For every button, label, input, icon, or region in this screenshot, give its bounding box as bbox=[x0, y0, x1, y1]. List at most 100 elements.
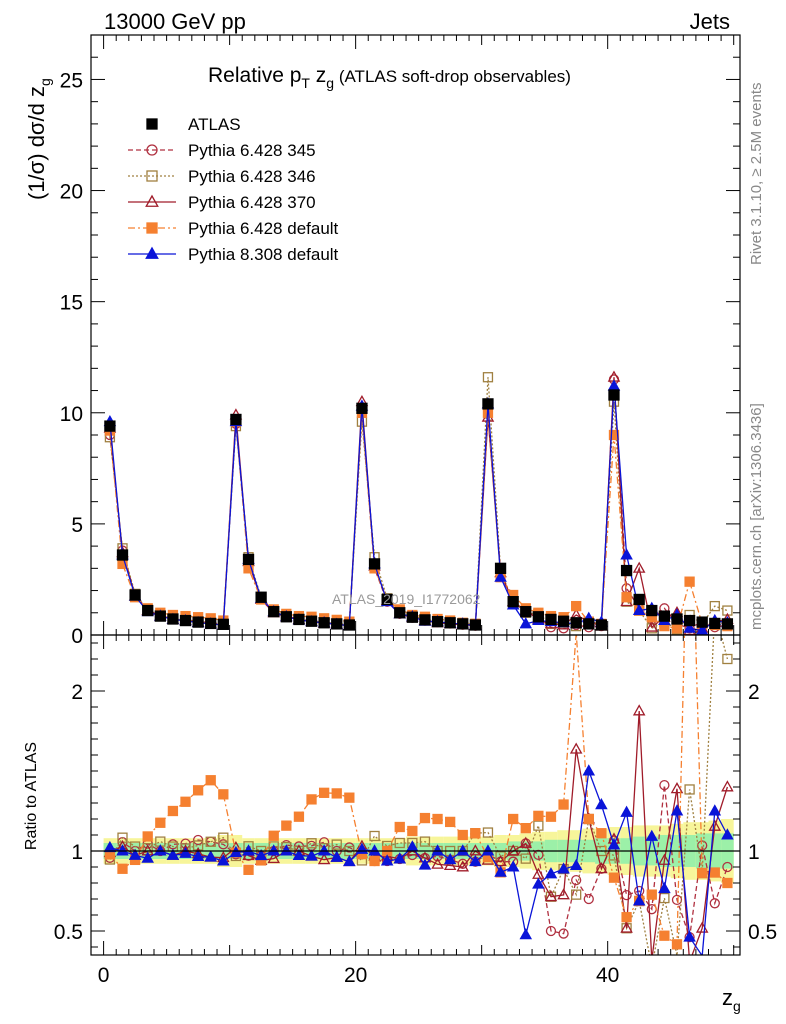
series-2-ratio-point bbox=[684, 784, 695, 795]
series-4-ratio-point bbox=[709, 867, 720, 878]
series-4-ratio-point bbox=[470, 828, 481, 839]
series-5-ratio-point bbox=[658, 881, 671, 894]
series-1-ratio-point bbox=[571, 874, 582, 886]
series-0-point bbox=[280, 611, 292, 623]
series-1-ratio-point bbox=[709, 898, 720, 909]
series-0-point bbox=[368, 558, 381, 570]
title-part-b: z bbox=[310, 64, 326, 87]
series-5-ratio-point bbox=[670, 804, 684, 816]
series-0-point bbox=[646, 604, 658, 617]
x-tick-label: 40 bbox=[596, 964, 619, 987]
series-0-point bbox=[457, 618, 469, 630]
axes-layer: 0 20 40 0 5 10 15 20 25 0.5 0.5 1 1 2 2 bbox=[54, 34, 777, 987]
legend-label-0: ATLAS bbox=[188, 115, 241, 134]
series-3-ratio-point bbox=[658, 853, 671, 865]
series-5-ratio-point bbox=[595, 798, 608, 810]
series-4-ratio-point bbox=[192, 785, 204, 796]
series-2-ratio-point bbox=[722, 653, 733, 665]
y-tick-label-ratio-right: 2 bbox=[748, 681, 760, 704]
series-0-point bbox=[419, 614, 431, 626]
series-0-point bbox=[620, 564, 633, 577]
series-0-point bbox=[255, 591, 267, 603]
series-1-ratio-point bbox=[659, 779, 670, 791]
series-2-ratio-point bbox=[495, 851, 506, 862]
series-0-point bbox=[142, 604, 154, 617]
series-5-ratio-point bbox=[141, 851, 154, 863]
series-4-ratio-point bbox=[508, 813, 519, 825]
series-0-point bbox=[721, 618, 734, 630]
series-4-ratio-point bbox=[180, 796, 191, 807]
series-5-ratio-point bbox=[683, 930, 696, 942]
series-0-point bbox=[431, 616, 444, 628]
series-3-ratio-point bbox=[431, 857, 444, 869]
series-0-point bbox=[482, 398, 494, 410]
series-3-ratio-point bbox=[456, 860, 470, 872]
y-axis-label-main: (1/σ) dσ/d zg bbox=[24, 78, 53, 200]
series-0-point bbox=[570, 617, 582, 629]
analysis-watermark: ATLAS_2019_I1772062 bbox=[332, 591, 481, 607]
series-1-ratio-point bbox=[545, 925, 557, 937]
legend-label-4: Pythia 6.428 default bbox=[188, 219, 339, 238]
series-0-point bbox=[331, 618, 343, 630]
series-4-ratio-point bbox=[318, 787, 330, 798]
series-3-ratio-point bbox=[519, 836, 533, 848]
series-5-ratio-point bbox=[343, 854, 356, 867]
series-5-ratio-point bbox=[582, 764, 596, 776]
series-0-point bbox=[167, 613, 179, 625]
series-4-ratio-point bbox=[520, 822, 531, 834]
series-0-point bbox=[305, 615, 318, 627]
series-5-ratio-point bbox=[532, 877, 545, 889]
series-5-ratio-point bbox=[317, 844, 331, 856]
series-4-ratio-point bbox=[621, 912, 632, 923]
series-4-ratio-point bbox=[419, 812, 431, 824]
series-0-point bbox=[205, 617, 217, 630]
series-0-point bbox=[683, 614, 696, 627]
series-3-ratio-point bbox=[494, 854, 507, 867]
series-0-point bbox=[532, 611, 545, 623]
series-5-point bbox=[494, 570, 507, 582]
header-right: Jets bbox=[690, 9, 730, 34]
series-0-point bbox=[394, 607, 406, 619]
y-label-main-text: (1/σ) dσ/d z bbox=[24, 86, 49, 200]
title-sub-b: g bbox=[326, 75, 334, 91]
series-0-point bbox=[406, 611, 418, 623]
series-4-ratio-point bbox=[533, 810, 544, 822]
series-4-ratio-point bbox=[432, 813, 443, 825]
legend-marker-3 bbox=[145, 194, 159, 207]
series-4-ratio-point bbox=[697, 867, 708, 879]
legend-marker-1 bbox=[146, 144, 158, 156]
series-0-point bbox=[507, 596, 519, 608]
series-5-ratio-point bbox=[456, 844, 470, 856]
series-4-ratio-point bbox=[545, 811, 557, 822]
main-series-layer bbox=[103, 370, 734, 635]
series-5-ratio-point bbox=[280, 844, 293, 856]
series-3-ratio-point bbox=[317, 852, 331, 865]
y-tick-label-main: 20 bbox=[60, 181, 83, 204]
series-4-ratio-point bbox=[558, 799, 569, 810]
x-tick-label: 20 bbox=[344, 964, 367, 987]
y-tick-label-ratio-right: 1 bbox=[748, 841, 760, 864]
series-2-point bbox=[646, 623, 657, 634]
ratio-frame bbox=[90, 634, 741, 956]
series-4-ratio-point bbox=[344, 792, 355, 803]
series-5-ratio-point bbox=[217, 854, 230, 866]
series-5-ratio-point bbox=[267, 844, 281, 856]
series-4-point bbox=[608, 429, 620, 441]
series-5-ratio-point bbox=[481, 844, 495, 856]
series-3-point bbox=[645, 620, 659, 632]
side-label-mcplots: mcplots.cern.ch [arXiv:1306.3436] bbox=[748, 403, 765, 630]
legend-marker-4 bbox=[146, 222, 158, 234]
series-1-ratio-point bbox=[558, 928, 569, 939]
series-5-ratio-point bbox=[368, 844, 381, 856]
series-5-ratio-point bbox=[204, 850, 218, 862]
series-4-ratio-point bbox=[331, 788, 342, 799]
series-0-point bbox=[268, 606, 280, 618]
series-0-point bbox=[696, 616, 708, 628]
series-1-ratio-point bbox=[192, 834, 204, 846]
series-2-ratio-point bbox=[369, 830, 380, 842]
series-2-ratio-point bbox=[482, 827, 494, 838]
series-5-ratio-point bbox=[254, 848, 268, 861]
y-tick-label-ratio: 0.5 bbox=[54, 921, 83, 944]
series-4-ratio-point bbox=[117, 863, 128, 874]
series-4-ratio-point bbox=[306, 794, 317, 805]
